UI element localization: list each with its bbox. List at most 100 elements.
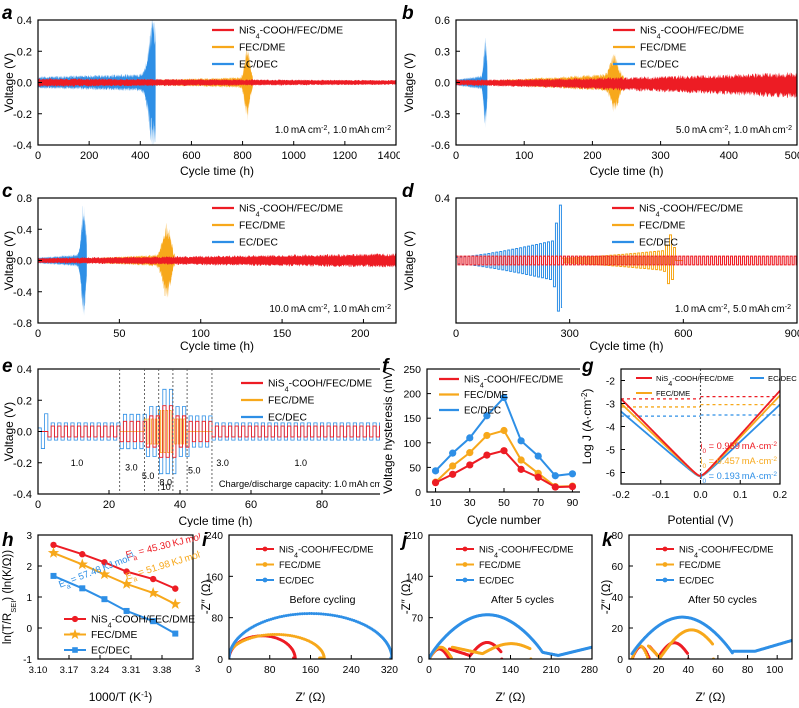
svg-text:20: 20	[653, 665, 665, 676]
svg-text:5.0: 5.0	[188, 466, 201, 476]
svg-text:0.0: 0.0	[17, 256, 32, 268]
svg-text:EC/DEC: EC/DEC	[268, 413, 307, 424]
svg-text:140: 140	[502, 665, 519, 676]
svg-text:0: 0	[226, 665, 232, 676]
svg-text:0.0: 0.0	[435, 78, 450, 90]
svg-text:0.3: 0.3	[435, 46, 450, 58]
svg-text:0: 0	[35, 499, 41, 511]
svg-text:-2: -2	[606, 377, 615, 388]
svg-text:EC/DEC: EC/DEC	[640, 60, 679, 71]
svg-text:1.0: 1.0	[294, 458, 307, 468]
svg-text:400: 400	[720, 150, 738, 162]
svg-text:50: 50	[498, 497, 510, 509]
svg-text:200: 200	[80, 150, 98, 162]
svg-text:EC/DEC: EC/DEC	[239, 60, 278, 71]
svg-text:60: 60	[245, 499, 257, 511]
svg-text:-6: -6	[606, 469, 615, 480]
svg-text:Cycle number: Cycle number	[467, 513, 541, 527]
svg-text:0: 0	[617, 655, 623, 666]
svg-text:After 5 cycles: After 5 cycles	[491, 594, 554, 606]
svg-text:-3: -3	[606, 400, 615, 411]
svg-text:0.4: 0.4	[17, 15, 32, 27]
svg-text:3.31: 3.31	[122, 665, 141, 676]
svg-text:i: i	[202, 530, 208, 551]
svg-text:200: 200	[583, 150, 601, 162]
svg-text:g: g	[581, 356, 594, 377]
svg-text:0: 0	[26, 624, 32, 635]
svg-text:320: 320	[381, 665, 398, 676]
svg-text:-5: -5	[606, 446, 615, 457]
svg-text:-Z″ (Ω): -Z″ (Ω)	[601, 580, 613, 615]
svg-text:EC/DEC: EC/DEC	[679, 575, 714, 585]
svg-text:EC/DEC: EC/DEC	[279, 575, 314, 585]
svg-text:40: 40	[174, 499, 186, 511]
svg-text:-Z″ (Ω): -Z″ (Ω)	[401, 580, 413, 615]
svg-text:Cycle time (h): Cycle time (h)	[180, 339, 254, 353]
svg-text:FEC/DME: FEC/DME	[268, 396, 314, 407]
svg-text:EC/DEC: EC/DEC	[479, 575, 514, 585]
svg-text:5.0 mA cm-2, 1.0 mAh cm-2: 5.0 mA cm-2, 1.0 mAh cm-2	[676, 125, 792, 137]
svg-text:3.38: 3.38	[153, 665, 172, 676]
svg-text:Voltage (V): Voltage (V)	[2, 231, 16, 290]
svg-text:FEC/DME: FEC/DME	[679, 560, 721, 570]
svg-text:0.4: 0.4	[435, 193, 450, 205]
svg-text:80: 80	[316, 499, 328, 511]
svg-text:1000: 1000	[281, 150, 305, 162]
svg-text:-0.4: -0.4	[13, 489, 32, 501]
svg-text:1.0 mA cm-2, 1.0 mAh cm-2: 1.0 mA cm-2, 1.0 mAh cm-2	[275, 125, 391, 137]
svg-text:h: h	[2, 530, 14, 551]
svg-text:0: 0	[417, 655, 423, 666]
svg-text:Z′ (Ω): Z′ (Ω)	[696, 690, 726, 703]
svg-text:a: a	[2, 3, 13, 24]
svg-text:30: 30	[464, 497, 476, 509]
svg-text:-0.3: -0.3	[431, 109, 450, 121]
svg-text:EC/DEC: EC/DEC	[768, 374, 797, 383]
svg-text:20: 20	[612, 624, 624, 635]
svg-text:600: 600	[182, 150, 200, 162]
svg-text:0.0: 0.0	[17, 427, 32, 439]
svg-text:Cycle time (h): Cycle time (h)	[589, 164, 663, 178]
svg-text:90: 90	[567, 497, 579, 509]
svg-text:Cycle time (h): Cycle time (h)	[178, 514, 252, 528]
svg-text:200: 200	[351, 328, 369, 340]
svg-text:70: 70	[464, 665, 476, 676]
svg-text:e: e	[2, 356, 13, 377]
svg-text:80: 80	[612, 531, 624, 542]
svg-text:EC/DEC: EC/DEC	[464, 406, 501, 417]
svg-text:Voltage (V): Voltage (V)	[2, 402, 16, 461]
svg-text:Before cycling: Before cycling	[290, 594, 356, 606]
svg-text:0: 0	[453, 328, 459, 340]
svg-text:250: 250	[403, 364, 421, 376]
svg-text:FEC/DME: FEC/DME	[639, 221, 685, 232]
svg-text:0.4: 0.4	[17, 364, 32, 376]
svg-text:70: 70	[532, 497, 544, 509]
svg-text:60: 60	[612, 562, 624, 573]
svg-text:0.0: 0.0	[693, 490, 708, 501]
svg-text:k: k	[602, 530, 614, 551]
svg-text:1: 1	[26, 593, 32, 604]
svg-text:Voltage (V): Voltage (V)	[402, 231, 416, 290]
svg-text:EC/DEC: EC/DEC	[639, 238, 678, 249]
svg-text:EC/DEC: EC/DEC	[91, 646, 130, 657]
svg-text:2: 2	[26, 562, 32, 573]
svg-text:Potential (V): Potential (V)	[667, 513, 733, 527]
svg-text:-Z″ (Ω): -Z″ (Ω)	[201, 580, 213, 615]
svg-text:3: 3	[26, 531, 32, 542]
svg-text:0: 0	[626, 665, 632, 676]
svg-text:800: 800	[233, 150, 251, 162]
svg-text:-1: -1	[23, 655, 32, 666]
svg-text:70: 70	[412, 614, 424, 625]
svg-text:FEC/DME: FEC/DME	[279, 560, 321, 570]
svg-text:100: 100	[515, 150, 533, 162]
svg-text:80: 80	[742, 665, 754, 676]
svg-text:40: 40	[683, 665, 695, 676]
svg-text:1200: 1200	[333, 150, 357, 162]
svg-text:0.8: 0.8	[17, 193, 32, 205]
svg-text:900: 900	[785, 328, 799, 340]
svg-text:80: 80	[212, 614, 224, 625]
svg-text:10.0 mA cm-2, 1.0 mAh cm-2: 10.0 mA cm-2, 1.0 mAh cm-2	[269, 304, 391, 316]
svg-text:b: b	[402, 3, 414, 24]
svg-text:0: 0	[453, 150, 459, 162]
svg-text:3.17: 3.17	[60, 665, 79, 676]
svg-text:150: 150	[273, 328, 291, 340]
